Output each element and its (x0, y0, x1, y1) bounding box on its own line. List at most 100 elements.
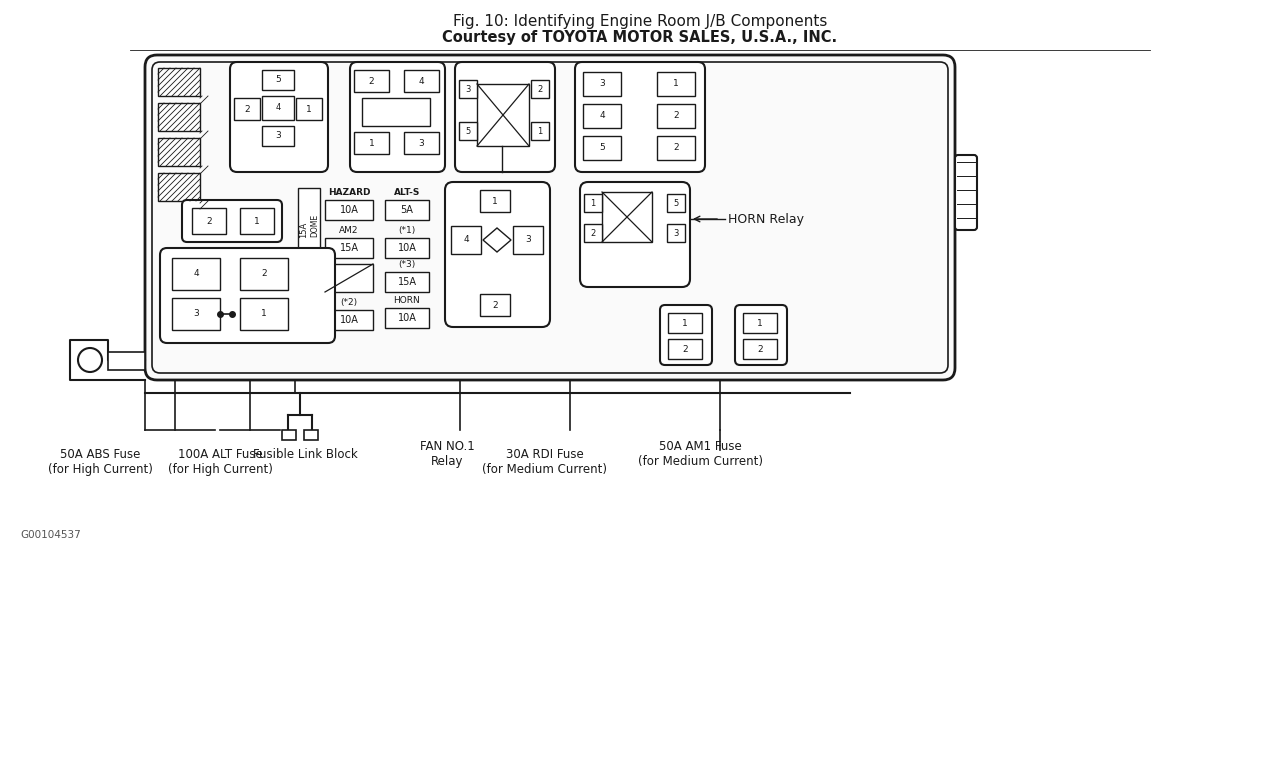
Text: 2: 2 (369, 77, 374, 85)
Bar (582, 72, 621, 96)
Bar (325, 238, 372, 258)
FancyBboxPatch shape (580, 182, 690, 287)
Text: 10A: 10A (398, 313, 416, 323)
Bar (513, 226, 543, 254)
Text: 1: 1 (682, 319, 687, 327)
Text: 2: 2 (590, 229, 595, 237)
Bar (298, 188, 320, 260)
Bar (657, 136, 695, 160)
Text: 3: 3 (419, 138, 425, 147)
Bar (108, 352, 145, 370)
Text: DOME: DOME (311, 214, 320, 237)
Bar (451, 226, 481, 254)
Text: 1: 1 (261, 310, 266, 319)
Text: 1: 1 (255, 217, 260, 226)
Text: Courtesy of TOYOTA MOTOR SALES, U.S.A., INC.: Courtesy of TOYOTA MOTOR SALES, U.S.A., … (443, 30, 837, 45)
Bar (385, 200, 429, 220)
Bar (192, 208, 227, 234)
Bar (404, 132, 439, 154)
Text: 100A ALT Fuse
(for High Current): 100A ALT Fuse (for High Current) (168, 448, 273, 476)
Bar (480, 190, 509, 212)
Text: 3: 3 (525, 236, 531, 244)
Text: 5A: 5A (401, 205, 413, 215)
FancyBboxPatch shape (454, 62, 556, 172)
Bar (668, 313, 701, 333)
Text: HORN Relay: HORN Relay (728, 213, 804, 226)
Text: 10A: 10A (339, 315, 358, 325)
FancyBboxPatch shape (660, 305, 712, 365)
Text: HAZARD: HAZARD (328, 188, 370, 197)
Bar (667, 194, 685, 212)
Bar (157, 173, 200, 201)
Text: 30A RDI Fuse
(for Medium Current): 30A RDI Fuse (for Medium Current) (483, 448, 608, 476)
Text: 4: 4 (463, 236, 468, 244)
Bar (582, 104, 621, 128)
FancyBboxPatch shape (349, 62, 445, 172)
Text: 2: 2 (261, 270, 266, 279)
FancyBboxPatch shape (182, 200, 282, 242)
Bar (531, 122, 549, 140)
Text: 3: 3 (673, 229, 678, 237)
Text: 15A: 15A (398, 277, 416, 287)
Bar (584, 224, 602, 242)
Bar (296, 98, 323, 120)
Bar (582, 136, 621, 160)
Bar (262, 70, 294, 90)
Text: 2: 2 (758, 345, 763, 353)
Bar (668, 339, 701, 359)
Text: AM2: AM2 (339, 226, 358, 235)
Bar (355, 132, 389, 154)
Bar (477, 84, 529, 146)
FancyBboxPatch shape (145, 55, 955, 380)
Text: (*1): (*1) (398, 226, 416, 235)
Text: 3: 3 (275, 131, 280, 141)
Text: 4: 4 (193, 270, 198, 279)
Bar (385, 272, 429, 292)
Bar (602, 192, 652, 242)
Bar (460, 122, 477, 140)
Bar (172, 258, 220, 290)
Text: 2: 2 (493, 300, 498, 310)
Bar (157, 68, 200, 96)
FancyBboxPatch shape (735, 305, 787, 365)
Bar (262, 96, 294, 120)
Text: ALT-S: ALT-S (394, 188, 420, 197)
Bar (480, 294, 509, 316)
Text: 1: 1 (673, 80, 678, 88)
Text: 2: 2 (206, 217, 211, 226)
Text: 2: 2 (682, 345, 687, 353)
FancyBboxPatch shape (955, 155, 977, 230)
Text: (*2): (*2) (340, 298, 357, 307)
Bar (404, 70, 439, 92)
FancyBboxPatch shape (445, 182, 550, 327)
Text: 1: 1 (369, 138, 374, 147)
Bar (157, 138, 200, 166)
Text: 1: 1 (492, 197, 498, 206)
Text: 4: 4 (599, 111, 605, 121)
Bar (742, 313, 777, 333)
Bar (355, 70, 389, 92)
Text: 15A: 15A (339, 243, 358, 253)
Bar (385, 238, 429, 258)
Text: 3: 3 (193, 310, 198, 319)
Bar (657, 104, 695, 128)
FancyBboxPatch shape (575, 62, 705, 172)
Text: 2: 2 (538, 84, 543, 94)
Bar (531, 80, 549, 98)
Text: 5: 5 (275, 75, 280, 84)
Bar (262, 126, 294, 146)
Text: 3: 3 (466, 84, 471, 94)
Text: (*3): (*3) (398, 260, 416, 269)
Text: 10A: 10A (339, 205, 358, 215)
Bar (241, 208, 274, 234)
Text: Fig. 10: Identifying Engine Room J/B Components: Fig. 10: Identifying Engine Room J/B Com… (453, 14, 827, 29)
Text: 50A AM1 Fuse
(for Medium Current): 50A AM1 Fuse (for Medium Current) (637, 440, 763, 468)
Bar (657, 72, 695, 96)
Text: 3: 3 (599, 80, 605, 88)
Text: 50A ABS Fuse
(for High Current): 50A ABS Fuse (for High Current) (47, 448, 152, 476)
Text: 5: 5 (466, 127, 471, 135)
Bar (667, 224, 685, 242)
Bar (241, 258, 288, 290)
Text: 5: 5 (673, 198, 678, 207)
Text: 1: 1 (538, 127, 543, 135)
